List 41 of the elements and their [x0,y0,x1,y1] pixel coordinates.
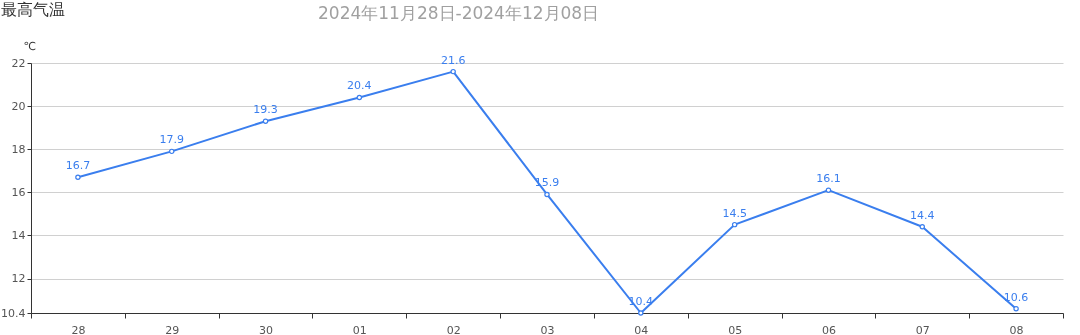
x-tick-label: 02 [446,323,461,335]
x-tick-label: 29 [165,323,180,335]
y-tick-label: 20 [11,99,26,113]
point [356,94,363,101]
data-label: 14.4 [910,208,935,222]
point [544,191,550,198]
data-label: 17.9 [159,133,184,147]
chart-subtitle: 2024年11月28日-2024年12月08日 [318,2,600,25]
data-label: 20.4 [347,79,372,93]
x-tick-label: 03 [540,323,555,335]
point [169,148,175,155]
x-tick-label: 05 [728,323,743,335]
y-tick-label: 10.4 [1,306,26,320]
data-label: 14.5 [722,206,747,220]
y-tick-label: 12 [11,272,26,286]
data-label: 16.7 [65,159,91,173]
y-tick-label: 14 [11,228,26,242]
data-label: 10.6 [1003,290,1029,304]
x-tick-label: 28 [71,323,86,335]
point [638,310,644,316]
x-tick-label: 04 [634,323,649,335]
y-tick-label: 22 [11,56,26,70]
data-label: 19.3 [253,103,278,117]
chart-title: 最高气温 [1,0,65,19]
point [731,221,738,228]
y-tick-label: 18 [11,142,26,156]
y-axis-title: ℃ [23,39,36,53]
x-tick-label: 06 [821,323,836,335]
y-tick-label: 16 [11,185,26,199]
x-tick-label: 07 [915,323,930,335]
x-tick-label: 08 [1009,323,1024,335]
point [1013,305,1019,312]
point [75,174,81,180]
x-tick-label: 01 [352,323,367,335]
point [919,224,925,230]
data-label: 16.1 [816,172,841,186]
point [450,68,456,75]
x-tick-label: 30 [259,323,274,335]
point [262,118,269,124]
point [825,187,832,193]
data-label: 21.6 [440,53,466,67]
